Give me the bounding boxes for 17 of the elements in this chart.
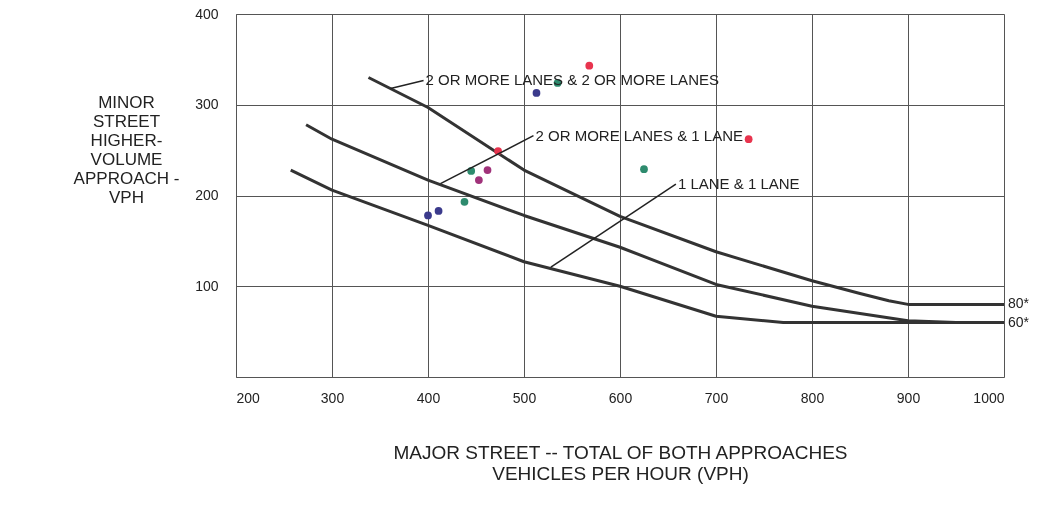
y-axis-title: MINOR STREET HIGHER- VOLUME APPROACH - VPH <box>73 92 180 207</box>
annotation: 80* <box>1008 295 1030 312</box>
x-tick-label: 800 <box>800 389 825 406</box>
x-tick-label: 1000 <box>973 389 1005 406</box>
x-tick-label: 900 <box>896 389 921 406</box>
y-tick-label: 200 <box>195 187 219 203</box>
x-axis-title: MAJOR STREET -- TOTAL OF BOTH APPROACHES VEHICLES PER HOUR (VPH) <box>393 441 848 484</box>
x-tick-label: 400 <box>416 389 441 406</box>
x-tick-label: 700 <box>704 389 729 406</box>
x-tick-label: 600 <box>608 389 633 406</box>
annotation: 60* <box>1008 313 1030 330</box>
x-tick-label: 200 <box>236 389 261 406</box>
y-tick-label: 100 <box>195 277 219 294</box>
y-tick-label: 400 <box>195 5 219 22</box>
y-tick-label: 300 <box>195 96 219 113</box>
x-tick-label: 500 <box>512 389 537 406</box>
x-tick-label: 300 <box>320 389 345 406</box>
